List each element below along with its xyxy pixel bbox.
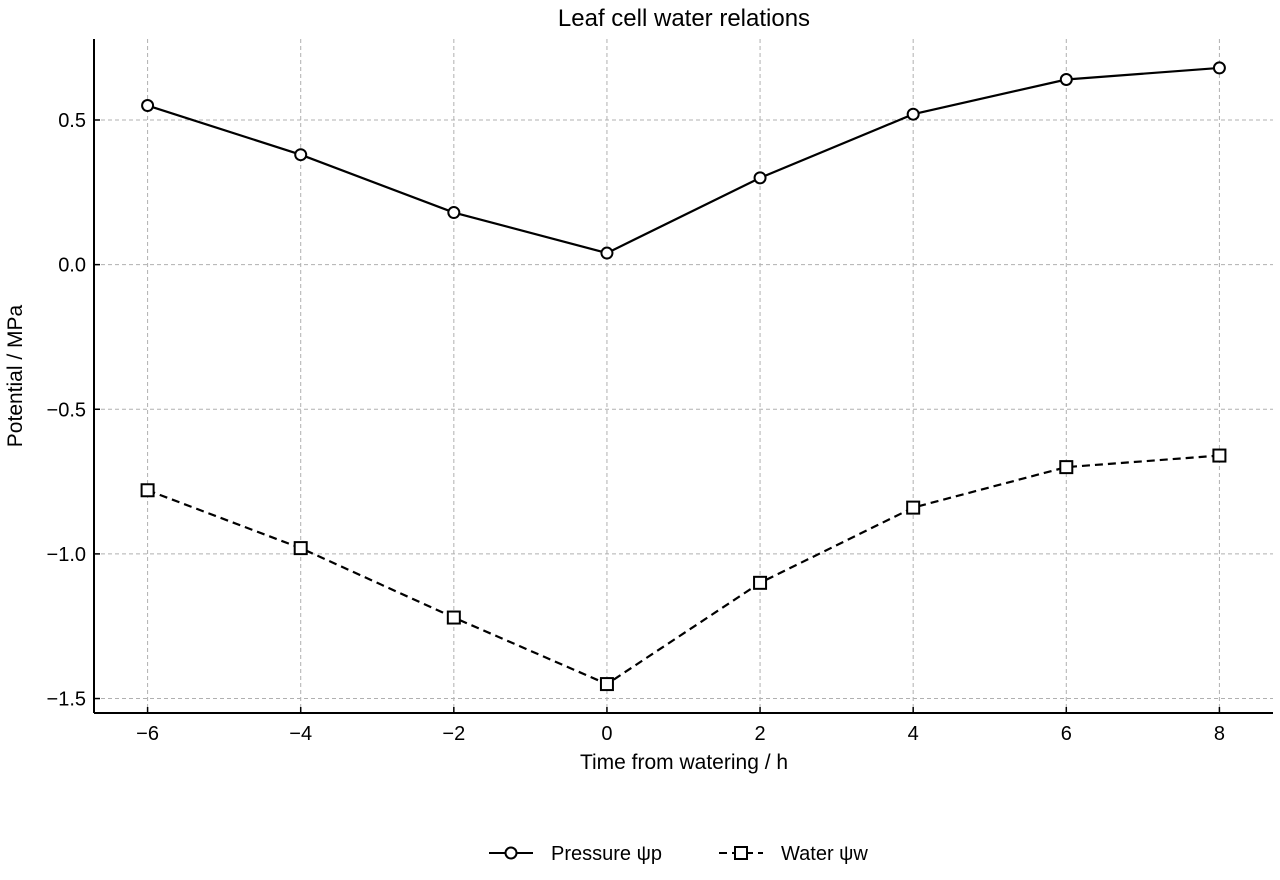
- x-tick-label: 2: [754, 723, 765, 745]
- x-tick-label: −6: [136, 723, 159, 745]
- series-line-water: [147, 454, 1220, 686]
- ticks: −6 −4 −2 0 2 4 6 8 0.5 0.0 −0.5 −1.0 −1.5: [47, 110, 1225, 745]
- y-tick-label: 0.0: [58, 255, 86, 277]
- series-line-pressure: [147, 66, 1220, 255]
- data-point-pressure: [600, 246, 614, 260]
- axes: [93, 39, 1273, 714]
- y-tick-label: 0.5: [58, 110, 86, 132]
- data-point-pressure: [1059, 72, 1073, 86]
- y-tick-label: −1.5: [47, 689, 86, 711]
- legend-label-pressure: Pressure ψp: [551, 843, 662, 865]
- data-point-pressure: [753, 171, 767, 185]
- legend: Pressure ψp Water ψw: [489, 843, 868, 865]
- grid: [94, 39, 1273, 713]
- x-tick-label: 6: [1061, 723, 1072, 745]
- data-point-water: [599, 677, 614, 692]
- data-point-pressure: [447, 206, 461, 220]
- data-point-pressure: [141, 99, 155, 113]
- data-point-pressure: [906, 107, 920, 121]
- legend-item-pressure: Pressure ψp: [489, 843, 662, 865]
- x-tick-label: 4: [908, 723, 919, 745]
- data-point-water: [293, 541, 308, 556]
- data-point-water: [753, 575, 768, 590]
- data-point-water: [1212, 448, 1227, 463]
- x-axis-label: Time from watering / h: [580, 751, 788, 774]
- data-point-water: [446, 610, 461, 625]
- legend-marker-pressure: [504, 846, 518, 860]
- legend-label-water: Water ψw: [781, 843, 868, 865]
- legend-item-water: Water ψw: [719, 843, 868, 865]
- y-axis-label: Potential / MPa: [4, 304, 27, 447]
- data-point-water: [1059, 460, 1074, 475]
- legend-marker-water: [734, 846, 748, 860]
- x-tick-label: −4: [289, 723, 312, 745]
- data-point-pressure: [1212, 61, 1226, 75]
- data-point-water: [906, 500, 921, 515]
- series: [140, 61, 1227, 692]
- y-tick-label: −1.0: [47, 544, 86, 566]
- chart-title: Leaf cell water relations: [558, 5, 810, 32]
- y-tick-label: −0.5: [47, 399, 86, 421]
- x-tick-label: −2: [442, 723, 465, 745]
- x-tick-label: 8: [1214, 723, 1225, 745]
- data-point-water: [140, 483, 155, 498]
- x-tick-label: 0: [601, 723, 612, 745]
- data-point-pressure: [294, 148, 308, 162]
